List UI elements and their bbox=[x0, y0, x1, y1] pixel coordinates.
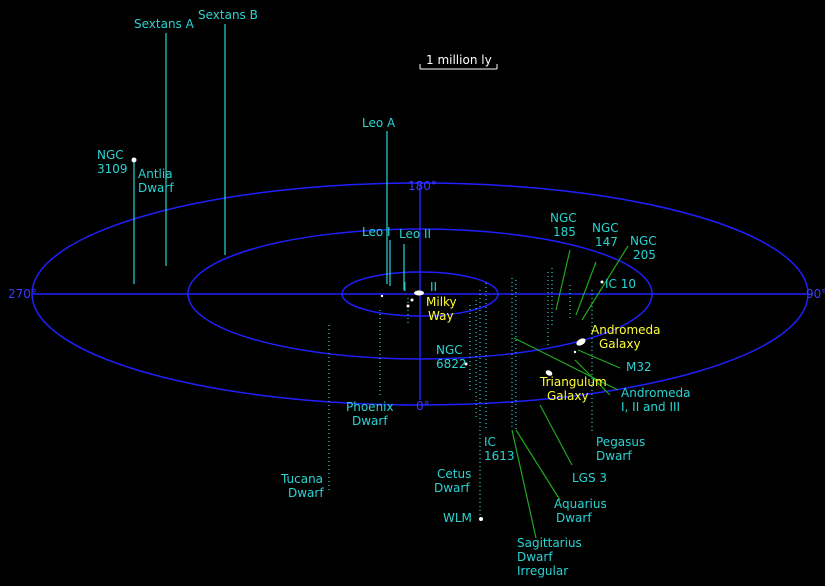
labels: Sextans A Sextans B NGC 3109 Antlia Dwar… bbox=[97, 8, 691, 578]
label-antlia-2: Dwarf bbox=[138, 181, 174, 195]
label-ngc205-1: NGC bbox=[630, 234, 657, 248]
label-ngc205-2: 205 bbox=[633, 248, 656, 262]
label-andromeda-1: Andromeda bbox=[591, 323, 661, 337]
angle-0: 0° bbox=[416, 399, 430, 413]
label-and-sats-2: I, II and III bbox=[621, 400, 680, 414]
label-phoenix-1: Phoenix bbox=[346, 400, 394, 414]
label-milky-way-2: Way bbox=[428, 309, 454, 323]
label-and-sats-1: Andromeda bbox=[621, 386, 691, 400]
stems-above bbox=[133, 24, 405, 290]
label-pegasus-1: Pegasus bbox=[596, 435, 645, 449]
angle-270: 270° bbox=[8, 287, 37, 301]
label-sagittarius-2: Dwarf bbox=[517, 550, 553, 564]
triangulum-marker bbox=[545, 370, 553, 376]
andromeda-marker bbox=[576, 338, 586, 346]
label-ngc3109-1: NGC bbox=[97, 148, 124, 162]
label-cetus-1: Cetus bbox=[437, 467, 471, 481]
leader-lines bbox=[511, 245, 629, 539]
label-sextans-b: Sextans B bbox=[198, 8, 258, 22]
label-sagittarius-1: Sagittarius bbox=[517, 536, 582, 550]
label-sextans-a: Sextans A bbox=[134, 17, 195, 31]
label-leo-i: Leo I bbox=[362, 225, 391, 239]
label-ic10: IC 10 bbox=[605, 277, 636, 291]
label-milky-way-1: Milky bbox=[426, 295, 457, 309]
stems-below bbox=[328, 268, 593, 518]
label-sagittarius-3: Irregular bbox=[517, 564, 568, 578]
scale-bar-label: 1 million ly bbox=[426, 53, 492, 67]
label-ic1613-1: IC bbox=[484, 435, 496, 449]
label-wlm: WLM bbox=[443, 511, 472, 525]
label-pegasus-2: Dwarf bbox=[596, 449, 632, 463]
angle-90: 90° bbox=[806, 287, 825, 301]
ngc3109-marker bbox=[131, 157, 137, 163]
label-aquarius-1: Aquarius bbox=[554, 497, 607, 511]
label-tucana-1: Tucana bbox=[280, 472, 323, 486]
label-triangulum-1: Triangulum bbox=[539, 375, 607, 389]
label-ngc147-2: 147 bbox=[595, 235, 618, 249]
label-ngc185-1: NGC bbox=[550, 211, 577, 225]
milky-way-marker bbox=[414, 290, 424, 296]
label-phoenix-2: Dwarf bbox=[352, 414, 388, 428]
label-roman-ii: II bbox=[430, 280, 437, 294]
label-ngc185-2: 185 bbox=[553, 225, 576, 239]
label-ngc6822-2: 6822 bbox=[436, 357, 467, 371]
angle-180: 180° bbox=[408, 179, 437, 193]
label-leo-ii: Leo II bbox=[399, 227, 431, 241]
label-aquarius-2: Dwarf bbox=[556, 511, 592, 525]
label-andromeda-2: Galaxy bbox=[599, 337, 641, 351]
label-antlia-1: Antlia bbox=[138, 167, 173, 181]
label-tucana-2: Dwarf bbox=[288, 486, 324, 500]
scale-bar bbox=[419, 64, 498, 70]
label-leo-a: Leo A bbox=[362, 116, 396, 130]
label-ngc6822-1: NGC bbox=[436, 343, 463, 357]
label-triangulum-2: Galaxy bbox=[547, 389, 589, 403]
label-lgs3: LGS 3 bbox=[572, 471, 607, 485]
galaxy-markers bbox=[131, 157, 604, 521]
label-ic1613-2: 1613 bbox=[484, 449, 515, 463]
label-m32: M32 bbox=[626, 360, 652, 374]
label-ngc147-1: NGC bbox=[592, 221, 619, 235]
label-cetus-2: Dwarf bbox=[434, 481, 470, 495]
label-ngc3109-2: 3109 bbox=[97, 162, 128, 176]
label-roman-i: I bbox=[403, 280, 407, 294]
